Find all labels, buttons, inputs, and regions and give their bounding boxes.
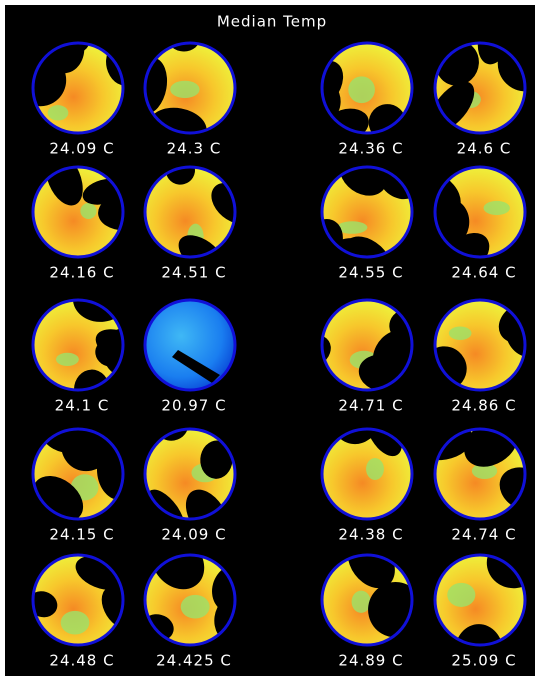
- well-rim: [433, 298, 527, 392]
- well: [34, 168, 122, 256]
- well-rim: [433, 553, 527, 647]
- void: [200, 440, 233, 479]
- well-rim: [433, 41, 527, 135]
- void: [347, 556, 395, 589]
- well-label: 24.74 C: [451, 526, 516, 544]
- cool-patch: [170, 80, 200, 99]
- cool-patch: [448, 326, 472, 340]
- well-rim: [143, 165, 237, 259]
- well-label: 24.38 C: [338, 526, 403, 544]
- void: [454, 624, 504, 644]
- well-label: 24.16 C: [49, 264, 114, 282]
- well-label: 24.71 C: [338, 397, 403, 415]
- well-label: 24.425 C: [156, 652, 232, 670]
- cool-patch: [348, 76, 375, 104]
- void: [95, 329, 122, 367]
- void: [339, 168, 388, 196]
- well-rim: [31, 427, 125, 521]
- well-label: 24.86 C: [451, 397, 516, 415]
- well-rim: [31, 165, 125, 259]
- well-image: [146, 168, 234, 256]
- void: [98, 194, 122, 231]
- well-label: 24.89 C: [338, 652, 403, 670]
- well-label: 24.3 C: [167, 140, 222, 158]
- void: [323, 60, 344, 113]
- void: [444, 233, 490, 256]
- well-rim: [143, 298, 237, 392]
- void: [73, 369, 110, 389]
- cool-patch: [483, 200, 510, 216]
- void: [151, 556, 205, 590]
- void: [146, 57, 168, 114]
- well-rim: [320, 427, 414, 521]
- well-label: 24.1 C: [55, 397, 110, 415]
- void: [101, 586, 122, 629]
- well-rim: [143, 427, 237, 521]
- well-rim: [31, 41, 125, 135]
- well-label: 24.09 C: [49, 140, 114, 158]
- void: [389, 309, 411, 342]
- well-rim: [320, 553, 414, 647]
- void: [499, 467, 524, 512]
- well-label: 24.51 C: [161, 264, 226, 282]
- cool-patch: [471, 462, 498, 480]
- well-image: [34, 301, 122, 389]
- well: [146, 301, 234, 389]
- well-label: 24.09 C: [161, 526, 226, 544]
- well-rim: [31, 553, 125, 647]
- cool-patch: [55, 352, 79, 366]
- well: [323, 44, 411, 132]
- well-label: 24.15 C: [49, 526, 114, 544]
- well-rim: [143, 553, 237, 647]
- well-label: 24.64 C: [451, 264, 516, 282]
- title: Median Temp: [217, 13, 327, 31]
- cool-patch: [80, 203, 97, 220]
- cool-patch: [447, 582, 476, 607]
- well-rim: [320, 298, 414, 392]
- void: [436, 346, 467, 389]
- well-label: 24.36 C: [338, 140, 403, 158]
- cool-patch: [47, 105, 69, 121]
- void: [436, 184, 451, 236]
- void: [166, 168, 195, 185]
- well-grid: 24.09 C 24.3 C 24.36 C 24.6 C 24.16 C 24.51 C…: [31, 41, 527, 670]
- cool-patch: [337, 221, 368, 234]
- well-rim: [433, 427, 527, 521]
- well-rim: [433, 165, 527, 259]
- well-label: 24.6 C: [457, 140, 512, 158]
- well-rim: [143, 41, 237, 135]
- cool-patch: [180, 594, 210, 619]
- void: [40, 430, 96, 454]
- well-label: 24.55 C: [338, 264, 403, 282]
- well-rim: [320, 165, 414, 259]
- well-label: 24.48 C: [49, 652, 114, 670]
- probe: [172, 350, 220, 383]
- well-rim: [31, 298, 125, 392]
- well-image: [146, 301, 234, 389]
- void: [149, 107, 207, 132]
- cool-patch: [366, 457, 384, 481]
- well: [323, 556, 411, 644]
- void: [45, 168, 83, 206]
- well: [34, 430, 122, 518]
- cool-patch: [60, 610, 90, 635]
- cool-patch: [351, 590, 371, 613]
- well-label: 25.09 C: [451, 652, 516, 670]
- well-rim: [320, 41, 414, 135]
- well-label: 20.97 C: [161, 397, 226, 415]
